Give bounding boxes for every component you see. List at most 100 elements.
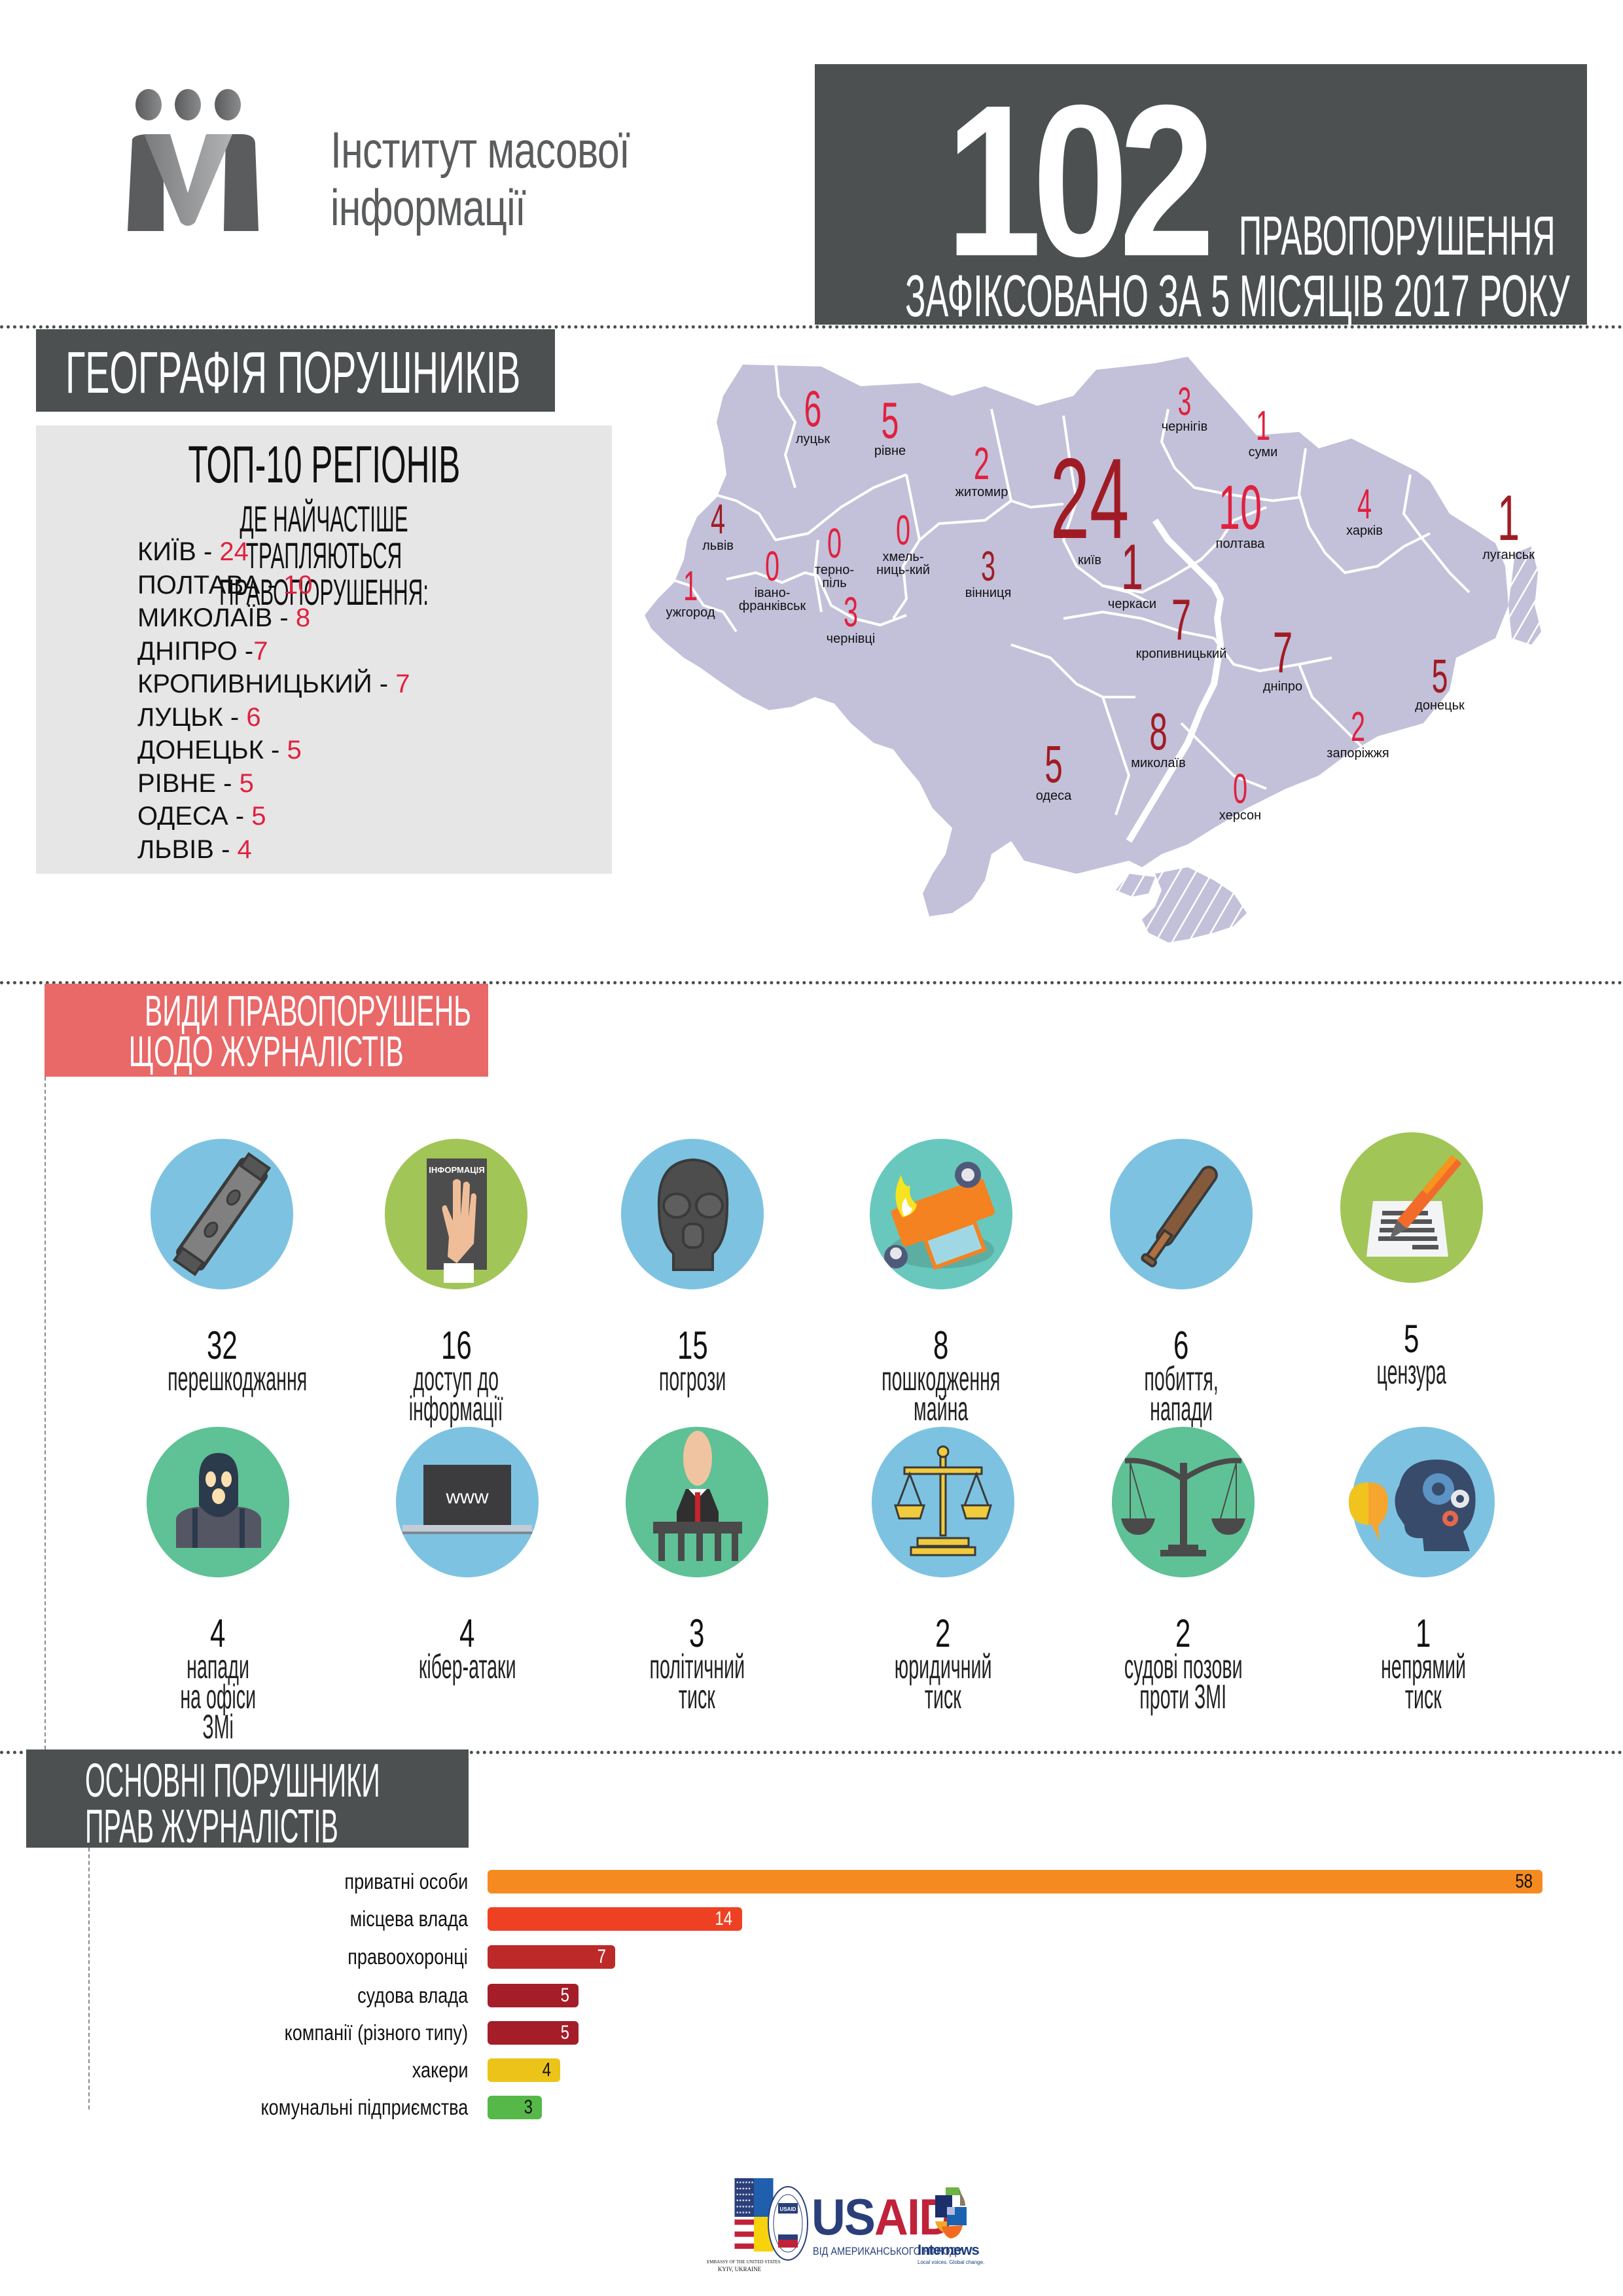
- violation-type-legal-pressure: 2 юридичний тиск: [832, 1427, 1054, 1716]
- usaid-seal-icon: USAID: [768, 2186, 808, 2261]
- section-divider: [0, 981, 1623, 984]
- list-item: ДОНЕЦЬК - 5: [137, 736, 302, 764]
- violation-type-label: юридичний тиск: [894, 1648, 992, 1716]
- us-embassy-logo: ★★★★★★ ★★★★★ ★★★★★★ ★★★★★ ★★★★★★ ★★★★★ EMBASS…: [707, 2178, 781, 2276]
- sponsor-logos: ★★★★★★ ★★★★★ ★★★★★★ ★★★★★ ★★★★★★ ★★★★★ EMBASS…: [707, 2147, 1361, 2296]
- total-violations-banner: 102 ПРАВОПОРУШЕННЯ ЗАФІКСОВАНО ЗА 5 МІСЯ…: [815, 60, 1587, 326]
- politician-podium-icon: [653, 1431, 742, 1561]
- map-region-mykolaiv: 8 миколаїв: [1131, 702, 1186, 770]
- violation-type-label: напади на офіси ЗМі: [180, 1648, 256, 1746]
- section-guide-line: [88, 1848, 90, 2109]
- violation-type-label: політичний тиск: [649, 1648, 745, 1716]
- total-count: 102: [946, 60, 1215, 301]
- svg-text:www: www: [446, 1486, 489, 1508]
- violation-type-label: пошкодження майна: [882, 1360, 1001, 1428]
- violation-type-indirect-pressure: 1 непрямий тиск: [1312, 1427, 1535, 1716]
- list-item: КРОПИВНИЦЬКИЙ - 7: [137, 670, 410, 698]
- section-divider: [0, 325, 1623, 329]
- violation-types-section-title: ВИДИ ПРАВОПОРУШЕНЬ ЩОДО ЖУРНАЛІСТІВ: [45, 984, 488, 1077]
- svg-text:★★★★★: ★★★★★: [736, 2211, 751, 2215]
- map-region-kropyvnytskyi: 7 кропивницький: [1135, 587, 1227, 661]
- bar: 5: [488, 2021, 579, 2045]
- usaid-seal: USAID: [767, 2185, 809, 2262]
- imi-logo-mark-icon: [128, 89, 259, 231]
- bar: 14: [488, 1907, 742, 1931]
- violation-type-label: доступ до інформації: [409, 1360, 503, 1428]
- svg-text:★★★★★★: ★★★★★★: [736, 2193, 755, 2197]
- top10-list: КИЇВ - 24 ПОЛТАВА - 10 МИКОЛАЇВ - 8 ДНІП…: [137, 535, 410, 866]
- bar-label: комунальні підприємства: [260, 2095, 468, 2119]
- svg-text:★★★★★: ★★★★★: [736, 2187, 751, 2191]
- bar-label: компанії (різного типу): [284, 2020, 468, 2045]
- map-region-vinnytsia: 3 вінниця: [965, 543, 1012, 600]
- map-region-donetsk: 5 донецьк: [1415, 651, 1465, 713]
- bar-label: правоохоронці: [348, 1945, 468, 1969]
- svg-text:ІНФОРМАЦІЯ: ІНФОРМАЦІЯ: [429, 1165, 484, 1175]
- map-region-ternopil: 0 терно-піль: [814, 520, 854, 590]
- bar-row-law-enforcement: правоохоронці 7: [0, 1944, 1623, 1970]
- top10-title: ТОП-10 РЕГІОНІВ: [188, 435, 460, 493]
- list-item: РІВНЕ - 5: [137, 768, 254, 798]
- golden-scales-icon: [893, 1445, 993, 1556]
- masked-attacker-icon: [176, 1453, 261, 1548]
- violation-type-censorship: 5 цензура: [1300, 1132, 1523, 1391]
- map-region-dnipro: 7 дніпро: [1262, 620, 1303, 694]
- internews-name: Internews: [918, 2242, 980, 2258]
- bar-row-municipal-enterprises: комунальні підприємства 3: [0, 2094, 1623, 2121]
- svg-text:★★★★★★: ★★★★★★: [736, 2181, 755, 2185]
- section-guide-line: [45, 1077, 46, 1749]
- violation-type-access-to-information: ІНФОРМАЦІЯ 16 доступ до інформації: [345, 1139, 567, 1428]
- baseball-bat-icon: [1141, 1166, 1218, 1268]
- svg-text:★★★★★: ★★★★★: [736, 2199, 751, 2203]
- laptop-www-icon: www: [402, 1465, 532, 1534]
- violation-type-cyber-attacks: www 4 кібер-атаки: [356, 1427, 579, 1686]
- violation-type-attacks-on-media-offices: 4 напади на офіси ЗМі: [107, 1427, 329, 1746]
- violation-type-label: перешкоджання: [168, 1360, 308, 1398]
- bar-row-hackers: хакери 4: [0, 2057, 1623, 2083]
- bar: 7: [488, 1945, 615, 1969]
- map-region-lutsk: 6 луцьк: [795, 380, 830, 447]
- ukraine-map: 6 луцьк 5 рівне 2 житомир 24 київ 3 чернігів …: [645, 357, 1600, 946]
- pen-document-icon: [1366, 1155, 1462, 1257]
- list-item: ОДЕСА - 5: [137, 802, 266, 831]
- violation-type-label: погрози: [658, 1360, 726, 1398]
- map-region-ivano-frankivsk: 0 івано-франківськ: [738, 543, 806, 613]
- map-region-cherkasy: 1 черкаси: [1107, 531, 1157, 612]
- bar-row-private-persons: приватні особи 58: [0, 1869, 1623, 1895]
- bar-row-judiciary: судова влада 5: [0, 1982, 1623, 2009]
- bar: 5: [488, 1984, 579, 2007]
- top10-regions-panel: ТОП-10 РЕГІОНІВ ДЕ НАЙЧАСТІШЕ ТРАПЛЯЮТЬС…: [36, 425, 612, 874]
- list-item: МИКОЛАЇВ - 8: [137, 603, 311, 632]
- bar-row-local-authorities: місцева влада 14: [0, 1906, 1623, 1932]
- svg-text:USAID: USAID: [780, 2206, 796, 2212]
- violation-type-label: судові позови проти ЗМІ: [1124, 1648, 1243, 1716]
- map-region-sumy: 1 суми: [1248, 402, 1278, 459]
- internews-logo: [926, 2186, 972, 2238]
- internews-tagline: Local voices. Global change.: [918, 2259, 985, 2265]
- violation-type-lawsuits-against-media: 2 судові позови проти ЗМІ: [1072, 1427, 1294, 1716]
- map-region-kyiv: 24 київ: [1050, 435, 1130, 568]
- bar-label: приватні особи: [344, 1869, 468, 1893]
- violation-type-label: побиття, напади: [1144, 1360, 1219, 1428]
- balaclava-mask-icon: [657, 1158, 729, 1271]
- bar-row-companies: компанії (різного типу) 5: [0, 2020, 1623, 2046]
- usaid-tagline: ВІД АМЕРИКАНСЬКОГО НАРОДУ: [813, 2245, 963, 2257]
- map-region-khmelnytskyi: 0 хмель-ниць-кий: [876, 507, 930, 577]
- ukraine-map-shape-icon: [645, 357, 1541, 942]
- map-region-odesa: 5 одеса: [1035, 735, 1072, 803]
- map-region-poltava: 10 полтава: [1215, 473, 1265, 552]
- bar: 58: [488, 1870, 1543, 1893]
- map-region-chernihiv: 3 чернігів: [1161, 380, 1208, 434]
- map-region-kherson: 0 херсон: [1219, 765, 1262, 823]
- violation-type-label: цензура: [1376, 1354, 1447, 1391]
- violation-type-obstruction: 32 перешкоджання: [111, 1139, 333, 1424]
- burning-car-icon: [884, 1162, 995, 1270]
- map-region-kharkiv: 4 харків: [1346, 480, 1383, 538]
- violation-type-beatings-attacks: 6 побиття, напади: [1070, 1139, 1293, 1428]
- bar: 3: [488, 2096, 542, 2119]
- list-item: КИЇВ - 24: [137, 537, 249, 566]
- map-region-luhansk: 1 луганськ: [1482, 482, 1535, 563]
- internews-mark-icon: [935, 2187, 967, 2238]
- violation-type-label: непрямий тиск: [1381, 1648, 1466, 1716]
- violation-type-label: кібер-атаки: [418, 1648, 516, 1686]
